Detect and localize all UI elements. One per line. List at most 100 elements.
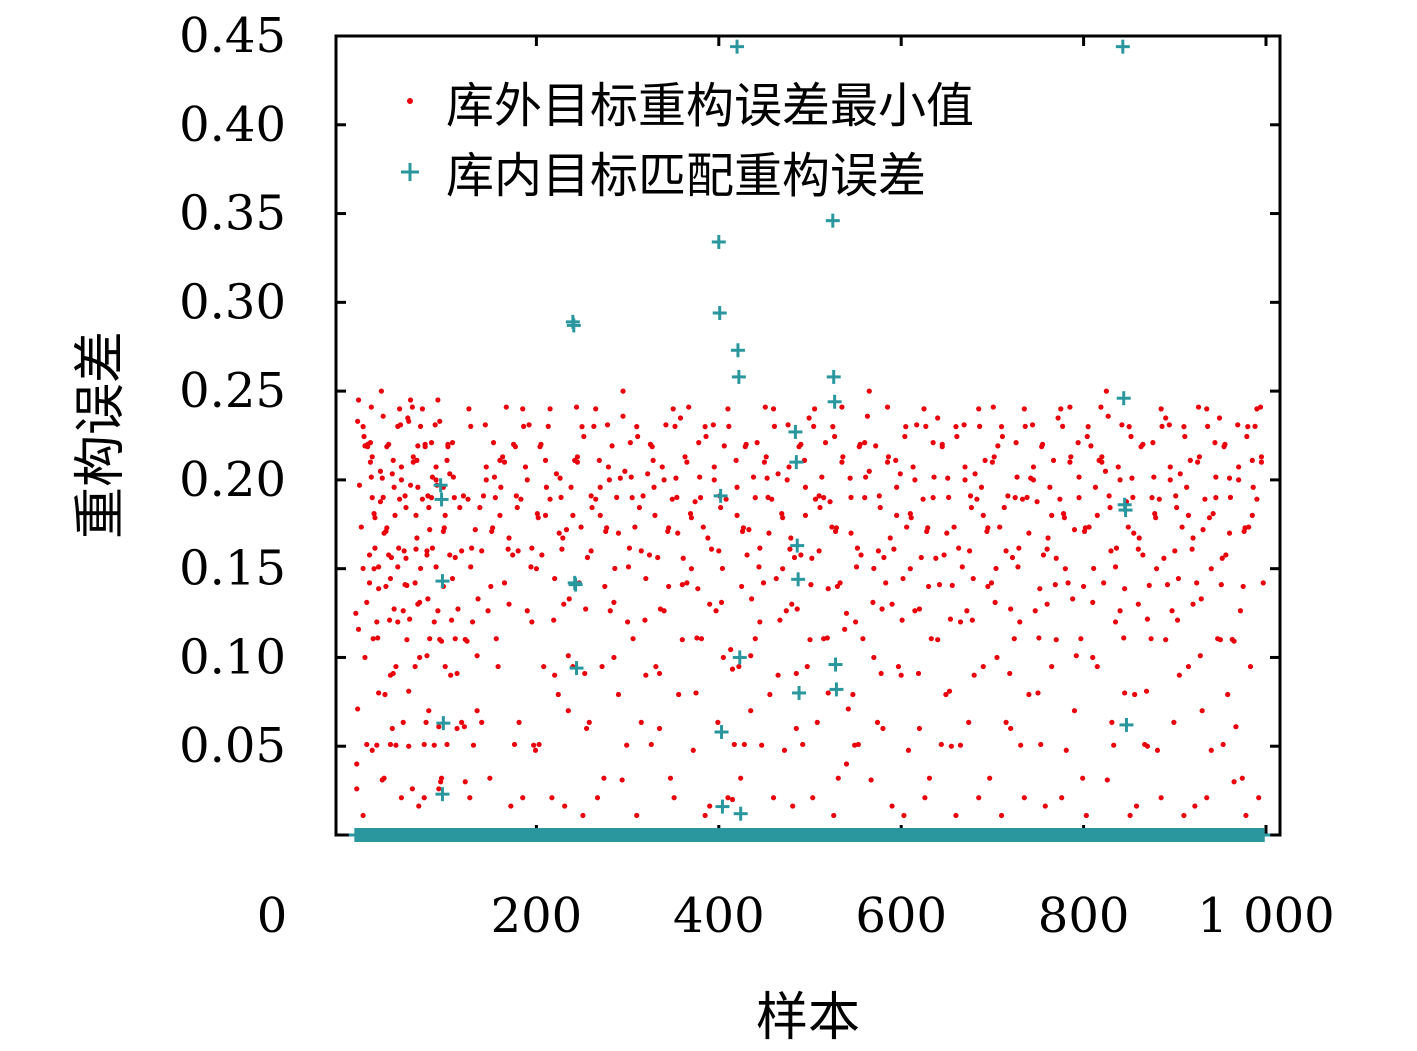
data-point [628,474,634,480]
data-point [524,477,530,483]
data-point [935,415,941,421]
data-point [479,548,485,554]
data-point [738,775,744,781]
data-point [365,444,371,450]
data-point [651,484,657,490]
data-point [1036,635,1042,641]
data-point [429,545,436,551]
data-point [565,653,571,659]
data-point [904,524,910,530]
data-point [355,626,362,632]
data-point [661,608,667,614]
y-tick-label: 0.25 [179,363,286,419]
data-point [1015,564,1021,570]
data-point [634,812,640,819]
data-point [353,610,359,616]
data-point [398,464,405,470]
data-point [976,795,982,801]
data-point [953,424,959,430]
data-point [976,406,982,412]
data-point [444,741,450,748]
data-point [607,608,613,614]
data-point [1236,477,1242,483]
data-point [403,504,409,511]
data-point [808,582,814,588]
data-point [419,496,425,502]
data-point [816,493,822,499]
data-point [391,606,397,612]
data-point [512,444,519,450]
data-point [748,653,754,659]
data-point [931,474,937,480]
data-point [773,575,779,582]
data-point [1163,415,1169,421]
data-point [369,454,375,460]
data-point [414,535,420,541]
data-point [1030,464,1037,470]
data-point [855,741,861,748]
data-point [474,653,480,659]
data-point [593,406,599,412]
data-point [431,619,437,625]
data-point [1169,608,1175,614]
data-point [1206,515,1213,521]
data-point [835,775,841,781]
data-point [1121,635,1127,641]
data-point [719,565,726,572]
data-point [415,484,421,490]
data-point [1204,795,1210,801]
data-point [811,406,818,412]
data-point [1132,691,1138,698]
data-point [524,608,530,614]
data-point [1130,494,1136,500]
data-point [907,566,913,572]
data-point [461,724,467,730]
data-point [796,444,802,450]
data-point [448,672,454,678]
data-point [862,495,868,501]
data-point [853,619,859,625]
data-point [1229,636,1235,643]
y-tick-label: 0.20 [179,452,286,508]
data-point [1055,415,1061,421]
data-point [731,741,737,748]
data-point [435,608,441,614]
data-point [694,635,700,641]
data-point [460,493,467,499]
data-point [447,552,453,558]
data-point [528,564,534,570]
data-point [793,725,799,732]
data-point [962,477,968,483]
data-point [721,443,727,449]
data-point [1042,803,1048,809]
data-point [384,444,390,450]
data-point [402,493,408,499]
data-point [930,495,936,501]
data-point [370,636,376,642]
data-point [833,525,840,531]
data-point [715,719,721,725]
data-point [884,404,891,410]
data-point [676,691,682,698]
data-point [495,663,501,670]
data-point [409,404,415,410]
data-point [547,406,553,412]
data-point [679,637,685,643]
data-point [412,663,418,670]
data-point [649,444,655,450]
data-point [1256,795,1262,801]
data-point [1049,663,1055,670]
data-point [684,580,690,586]
data-point [933,555,939,561]
data-point [407,482,414,488]
data-point [1088,443,1094,449]
data-point [1181,812,1187,819]
data-point [1061,515,1068,521]
data-point [1073,653,1079,659]
data-point [967,548,973,554]
data-point [539,552,545,558]
data-point [574,454,581,460]
series-outside-points [353,388,1266,819]
data-point [736,663,742,670]
data-point [376,564,382,570]
